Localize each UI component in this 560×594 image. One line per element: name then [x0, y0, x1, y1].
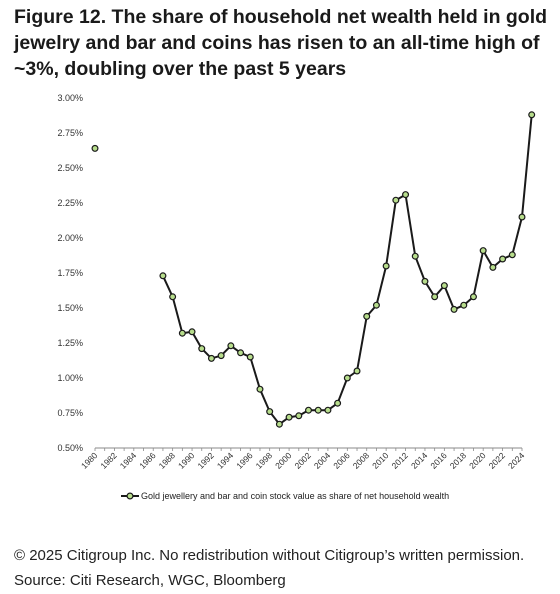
data-point — [285, 413, 293, 421]
x-tick-label: 2022 — [487, 450, 508, 471]
data-point — [411, 252, 419, 260]
y-tick-label: 2.50% — [57, 163, 83, 173]
data-point — [460, 301, 468, 309]
data-point — [178, 329, 186, 337]
data-point — [353, 367, 361, 375]
x-tick-label: 2000 — [273, 450, 294, 471]
data-point — [382, 262, 390, 270]
data-point — [314, 406, 322, 414]
chart-title: Figure 12. The share of household net we… — [14, 6, 548, 80]
x-tick-label: 1990 — [176, 450, 197, 471]
x-tick-label: 2014 — [409, 450, 430, 471]
x-tick-label: 2006 — [331, 450, 352, 471]
data-point — [207, 354, 215, 362]
data-point — [479, 247, 487, 255]
data-point — [256, 385, 264, 393]
y-tick-label: 3.00% — [57, 93, 83, 103]
source-note: Source: Citi Research, WGC, Bloomberg — [14, 572, 286, 589]
data-point — [431, 293, 439, 301]
x-tick-label: 2004 — [312, 450, 333, 471]
x-tick-label: 2012 — [390, 450, 411, 471]
y-tick-label: 2.75% — [57, 128, 83, 138]
data-point — [246, 353, 254, 361]
data-point — [266, 408, 274, 416]
y-tick-label: 0.75% — [57, 408, 83, 418]
data-point — [198, 345, 206, 353]
y-axis-tick-labels: 0.50% 0.75% 1.00% 1.25% 1.50% 1.75% 2.00% 2.25%… — [57, 93, 83, 453]
x-tick-label: 2010 — [370, 450, 391, 471]
y-tick-label: 0.50% — [57, 443, 83, 453]
x-tick-label: 2018 — [448, 450, 469, 471]
data-point — [450, 305, 458, 313]
x-axis-tick-labels: 1980198219841986198819901992199419961998… — [79, 450, 527, 471]
data-point — [334, 399, 342, 407]
data-point — [402, 191, 410, 199]
x-tick-label: 1982 — [98, 450, 119, 471]
data-point — [440, 282, 448, 290]
x-tick-label: 1988 — [157, 450, 178, 471]
x-tick-label: 1996 — [234, 450, 255, 471]
data-point — [188, 328, 196, 336]
copyright-notice: © 2025 Citigroup Inc. No redistribution … — [14, 547, 525, 564]
data-point — [392, 196, 400, 204]
x-tick-label: 1998 — [254, 450, 275, 471]
data-point — [324, 406, 332, 414]
x-axis — [94, 447, 523, 451]
data-point — [169, 293, 177, 301]
x-tick-label: 2002 — [292, 450, 313, 471]
y-tick-label: 2.00% — [57, 233, 83, 243]
x-tick-label: 1984 — [118, 450, 139, 471]
data-point — [159, 272, 167, 280]
data-point — [518, 213, 526, 221]
line-chart: 0.50% 0.75% 1.00% 1.25% 1.50% 1.75% 2.00% 2.25%… — [57, 93, 536, 501]
data-point — [237, 349, 245, 357]
y-tick-label: 1.25% — [57, 338, 83, 348]
data-point — [372, 301, 380, 309]
y-tick-label: 1.75% — [57, 268, 83, 278]
data-point — [217, 352, 225, 360]
legend: Gold jewellery and bar and coin stock va… — [121, 491, 449, 501]
x-tick-label: 2024 — [506, 450, 527, 471]
x-tick-label: 1980 — [79, 450, 100, 471]
y-tick-label: 1.50% — [57, 303, 83, 313]
data-point — [363, 312, 371, 320]
data-point — [91, 144, 99, 152]
data-point — [499, 255, 507, 263]
data-point — [343, 374, 351, 382]
x-tick-label: 1986 — [137, 450, 158, 471]
legend-marker-swatch — [126, 492, 134, 500]
data-point — [295, 412, 303, 420]
data-point — [489, 263, 497, 271]
x-tick-label: 1992 — [195, 450, 216, 471]
data-point — [469, 293, 477, 301]
x-tick-label: 2008 — [351, 450, 372, 471]
y-tick-label: 2.25% — [57, 198, 83, 208]
data-point — [275, 420, 283, 428]
data-point — [421, 277, 429, 285]
y-tick-label: 1.00% — [57, 373, 83, 383]
x-tick-label: 2016 — [428, 450, 449, 471]
series-points — [91, 111, 536, 428]
data-point — [508, 251, 516, 259]
data-point — [305, 406, 313, 414]
data-point — [227, 342, 235, 350]
legend-label: Gold jewellery and bar and coin stock va… — [141, 491, 449, 501]
x-tick-label: 2020 — [467, 450, 488, 471]
x-tick-label: 1994 — [215, 450, 236, 471]
data-point — [528, 111, 536, 119]
